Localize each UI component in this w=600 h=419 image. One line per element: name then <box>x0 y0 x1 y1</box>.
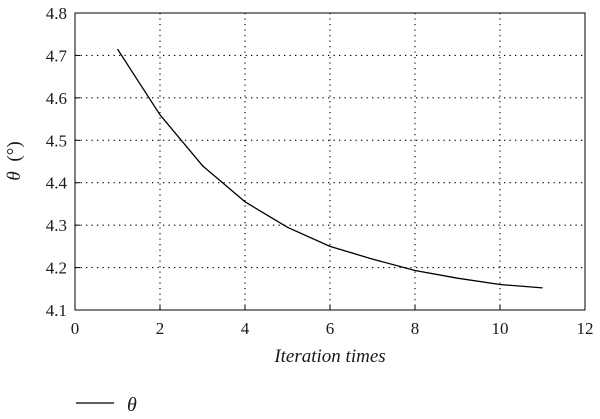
x-axis-title: Iteration times <box>273 346 385 367</box>
axis-ticks: 0 2 4 6 8 10 12 4.1 4.2 4.3 4.4 4.5 4.6 4.7 4.8 <box>46 4 594 338</box>
y-tick-label-4.1: 4.1 <box>46 301 67 320</box>
y-tick-label-4.4: 4.4 <box>46 174 68 193</box>
y-axis-unit: (°) <box>4 141 25 161</box>
series-layer <box>116 48 543 289</box>
y-axis-title: θ (°) <box>4 141 25 180</box>
y-tick-label-4.7: 4.7 <box>46 46 68 65</box>
x-tick-label-8: 8 <box>411 319 420 338</box>
y-tick-label-4.3: 4.3 <box>46 216 67 235</box>
y-tick-label-4.2: 4.2 <box>46 259 67 278</box>
legend-label-theta: θ <box>127 394 137 416</box>
x-tick-label-4: 4 <box>241 319 250 338</box>
y-axis-symbol: θ <box>4 171 25 180</box>
y-tick-label-4.8: 4.8 <box>46 4 67 23</box>
legend: θ <box>76 394 137 416</box>
series-line-theta <box>116 48 543 289</box>
y-tick-label-4.5: 4.5 <box>46 131 67 150</box>
x-tick-label-10: 10 <box>492 319 509 338</box>
svg-text:θ (°): θ (°) <box>4 141 25 180</box>
x-tick-label-12: 12 <box>577 319 594 338</box>
x-tick-label-0: 0 <box>71 319 80 338</box>
x-tick-label-6: 6 <box>326 319 335 338</box>
x-tick-label-2: 2 <box>156 319 165 338</box>
y-tick-label-4.6: 4.6 <box>46 89 67 108</box>
grid-lines <box>75 13 585 310</box>
